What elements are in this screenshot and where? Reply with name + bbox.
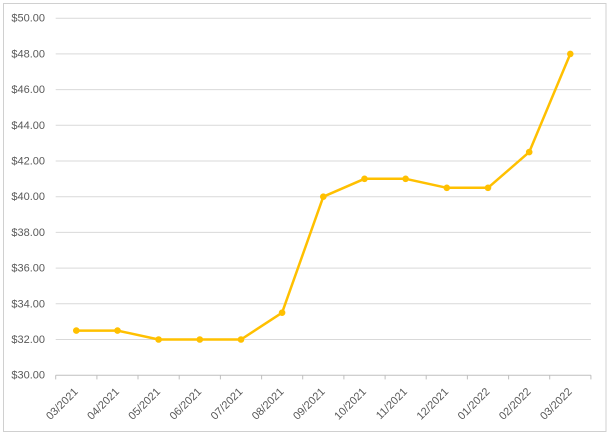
svg-text:$32.00: $32.00 bbox=[11, 334, 45, 346]
svg-text:$50.00: $50.00 bbox=[11, 13, 45, 25]
svg-text:$38.00: $38.00 bbox=[11, 227, 45, 239]
svg-text:$34.00: $34.00 bbox=[11, 298, 45, 310]
svg-text:$46.00: $46.00 bbox=[11, 84, 45, 96]
svg-text:$42.00: $42.00 bbox=[11, 156, 45, 168]
svg-text:$44.00: $44.00 bbox=[11, 120, 45, 132]
svg-text:$40.00: $40.00 bbox=[11, 191, 45, 203]
svg-text:$30.00: $30.00 bbox=[11, 370, 45, 382]
svg-text:$48.00: $48.00 bbox=[11, 48, 45, 60]
svg-text:$36.00: $36.00 bbox=[11, 263, 45, 275]
